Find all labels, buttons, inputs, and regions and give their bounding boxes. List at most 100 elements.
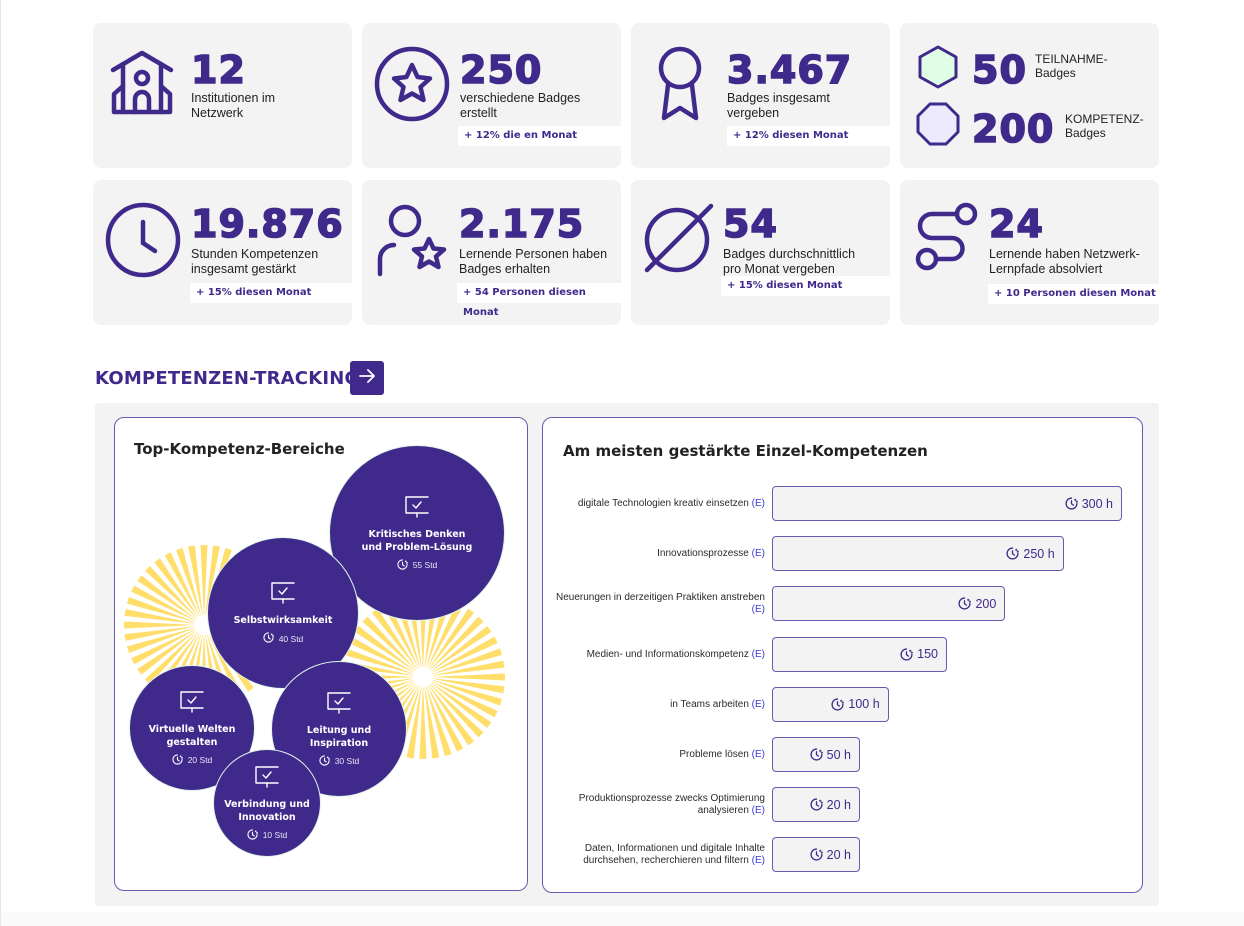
section-title: KOMPETENZEN-TRACKING <box>95 368 360 389</box>
stat-trend: + 12% diesen Monat <box>727 126 890 146</box>
competency-bar[interactable]: 50 h <box>772 737 860 772</box>
competency-hours: 20 h <box>810 848 851 862</box>
badge-type-label-line: Badges <box>1065 126 1106 140</box>
competency-bar[interactable]: 250 h <box>772 536 1064 572</box>
clock-icon <box>397 558 408 572</box>
competency-label: Innovationsprozesse (E) <box>550 548 765 560</box>
competency-bar-row: Probleme lösen (E) 50 h <box>561 737 1131 773</box>
competency-e-link[interactable]: (E) <box>751 548 765 560</box>
page-footer-strip <box>1 912 1244 926</box>
competency-label: digitale Technologien kreativ einsetzen … <box>550 498 765 510</box>
competency-label-text: in Teams arbeiten <box>670 698 752 710</box>
competency-bar-row: in Teams arbeiten (E) 100 h <box>561 686 1131 723</box>
competency-label: Produktionsprozesse zwecks Optimierung a… <box>550 793 765 817</box>
badge-type-value: 200 <box>971 107 1055 151</box>
competency-label-text: digitale Technologien kreativ einsetzen <box>577 498 752 509</box>
competency-e-link[interactable]: (E) <box>751 749 765 760</box>
competency-e-link[interactable]: (E) <box>751 855 765 867</box>
competency-hours-value: 50 h <box>826 747 851 762</box>
competency-e-link[interactable]: (E) <box>751 698 765 710</box>
kompetenzen-tracking-open-button[interactable] <box>350 361 384 395</box>
bubble-hours-value: 20 Std <box>187 755 213 765</box>
competency-hours-value: 20 h <box>826 797 851 812</box>
competency-e-link[interactable]: (E) <box>751 604 765 616</box>
average-diameter-icon <box>643 202 715 279</box>
stat-trend: + 10 Personen diesen Monat <box>988 284 1159 304</box>
competency-label-text: Medien- und Informationskompetenz <box>586 648 752 660</box>
stat-label: Institutionen im Netzwerk <box>191 91 276 120</box>
badge-type-value: 50 <box>971 48 1027 92</box>
arrow-right-icon <box>359 368 375 388</box>
competency-bar[interactable]: 20 h <box>772 837 860 873</box>
competency-hours: 100 h <box>831 697 880 711</box>
bubble-top-area[interactable]: Verbindung und Innovation 10 Std <box>213 749 321 857</box>
star-circle-icon <box>374 46 450 127</box>
award-ribbon-icon <box>655 46 705 127</box>
clock-icon <box>1006 547 1020 560</box>
competency-hours-value: 20 h <box>826 847 851 862</box>
bubble-hours: 20 Std <box>172 753 213 767</box>
bubble-hours: 55 Std <box>397 558 437 572</box>
clock-icon <box>319 754 330 768</box>
bubble-name: Selbstwirksamkeit <box>233 615 333 626</box>
competency-hours: 200 <box>958 597 996 611</box>
bubble-hours-value: 10 Std <box>262 830 288 840</box>
stat-value: 12 <box>190 48 246 92</box>
clock-icon <box>1065 497 1078 510</box>
stat-card-badge-types: 50 TEILNAHME- Badges 200 KOMPETENZ- Badg… <box>900 23 1159 168</box>
competency-hours: 250 h <box>1006 546 1055 561</box>
stat-trend: + 54 Personen diesen Monat <box>457 283 621 318</box>
bubble-hours: 40 Std <box>263 632 304 645</box>
school-building-icon <box>107 46 177 121</box>
competency-bar[interactable]: 20 h <box>772 787 860 823</box>
monitor-check-icon <box>404 495 430 524</box>
stat-label: Badges insgesamt vergeben <box>727 91 830 120</box>
stat-label: Lernende haben Netzwerk-Lernpfade absolv… <box>989 247 1140 276</box>
clock-icon <box>810 848 823 861</box>
bubble-hours: 10 Std <box>247 828 288 842</box>
competency-bar[interactable]: 200 <box>772 586 1006 622</box>
competency-hours: 20 h <box>810 798 851 812</box>
clock-icon <box>831 698 845 711</box>
bubble-top-area[interactable]: Kritisches Denken und Problem-Lösung 55 … <box>329 445 505 621</box>
competency-bar-row: Neuerungen in derzeitigen Praktiken anst… <box>556 586 1131 622</box>
clock-icon <box>172 753 183 767</box>
stat-label: Lernende Personen haben Badges erhalten <box>459 247 608 276</box>
competency-bar[interactable]: 300 h <box>772 486 1122 521</box>
stat-trend: + 15% diesen Monat <box>721 276 890 296</box>
competency-hours-value: 250 h <box>1023 546 1055 561</box>
competency-bar-row: Daten, Informationen und digitale Inhalt… <box>561 837 1131 873</box>
stat-trend: + 12% die en Monat <box>458 126 621 146</box>
competency-label-text: Innovationsprozesse <box>657 548 752 560</box>
competency-hours-value: 150 <box>917 647 938 662</box>
competency-e-link[interactable]: (E) <box>751 498 765 509</box>
competency-e-link[interactable]: (E) <box>751 648 765 660</box>
stat-label: Stunden Kompetenzen insgesamt gestärkt <box>191 247 319 276</box>
competency-label: Neuerungen in derzeitigen Praktiken anst… <box>550 592 765 616</box>
monitor-check-icon <box>326 691 352 720</box>
stat-value: 2.175 <box>458 202 585 246</box>
competency-hours: 50 h <box>810 748 851 762</box>
stat-card-hours: 19.876 Stunden Kompetenzen insgesamt ges… <box>93 180 352 325</box>
competency-bar[interactable]: 150 <box>772 636 947 672</box>
stat-value: 24 <box>988 202 1044 246</box>
bubble-hours-value: 40 Std <box>278 633 304 644</box>
competency-label-text: Neuerungen in derzeitigen Praktiken anst… <box>555 592 765 604</box>
stat-card-learning-paths: 24 Lernende haben Netzwerk-Lernpfade abs… <box>900 180 1159 325</box>
monitor-check-icon <box>179 690 205 719</box>
competency-e-link[interactable]: (E) <box>751 805 765 817</box>
clock-icon <box>263 632 274 645</box>
stat-value: 54 <box>722 202 778 246</box>
competency-label-text: Daten, Informationen und digitale Inhalt… <box>583 843 765 867</box>
competency-bar[interactable]: 100 h <box>772 686 889 722</box>
octagon-icon <box>915 101 961 152</box>
person-star-icon <box>376 204 452 283</box>
stat-trend: + 15% diesen Monat <box>190 283 352 303</box>
clock-icon <box>810 798 823 811</box>
competency-label-text: Probleme lösen <box>679 749 752 760</box>
competency-hours-value: 200 <box>975 596 997 611</box>
bubble-name: Leitung und Inspiration <box>306 724 372 749</box>
badge-type-label: KOMPETENZ- Badges <box>1065 112 1144 140</box>
bubble-name: Verbindung und Innovation <box>224 798 310 823</box>
bubble-name: Virtuelle Welten gestalten <box>148 723 236 748</box>
